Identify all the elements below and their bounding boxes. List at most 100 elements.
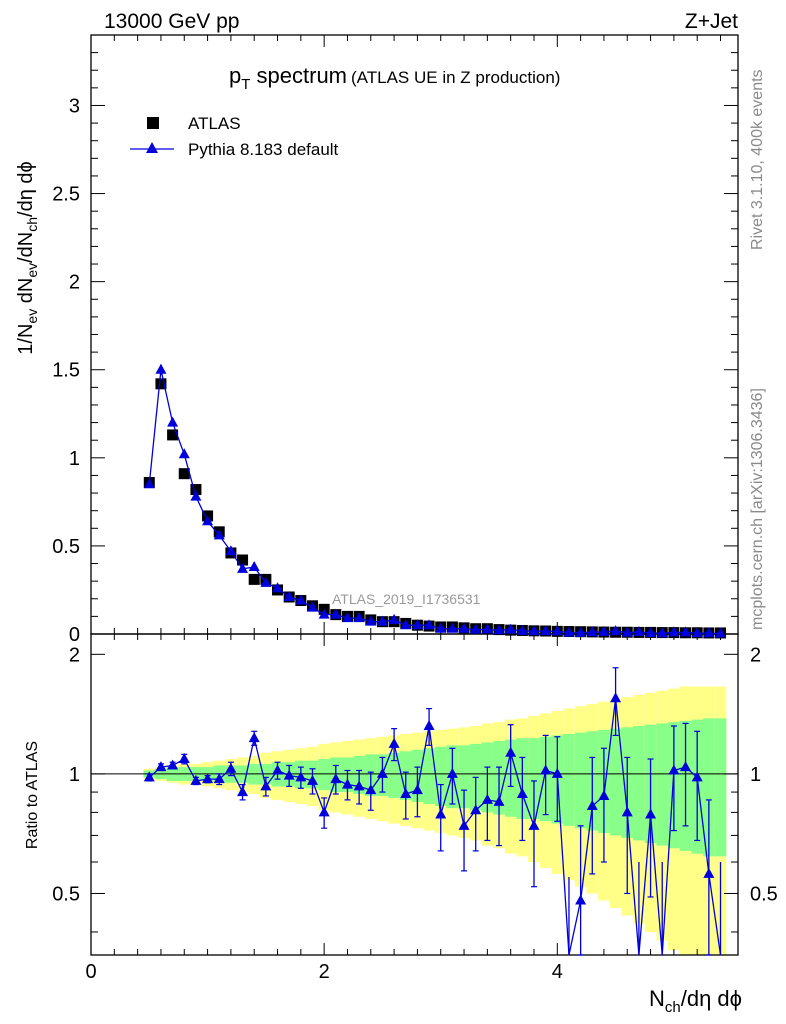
pythia-point	[586, 626, 598, 637]
ratio-point	[260, 780, 272, 791]
ratio-point	[540, 764, 552, 775]
atlas-point	[178, 468, 190, 480]
pythia-point	[645, 626, 657, 637]
band-inner-bin	[633, 725, 645, 841]
band-inner-bin	[703, 718, 715, 857]
ratio-point	[505, 746, 517, 757]
pythia-point	[341, 612, 353, 623]
pythia-point	[703, 627, 715, 638]
ratio-point	[283, 769, 295, 780]
main-y-tick-label: 1	[69, 448, 80, 470]
ratio-point	[645, 808, 657, 819]
main-y-tick-label: 0.5	[52, 536, 80, 558]
ratio-point	[376, 767, 388, 778]
atlas-point	[155, 378, 167, 390]
band-inner-bin	[574, 732, 587, 829]
pythia-point	[505, 623, 517, 634]
pythia-point	[493, 624, 505, 635]
ratio-point	[143, 771, 155, 782]
pythia-point	[330, 608, 342, 619]
band-inner-bin	[388, 752, 400, 798]
pythia-point	[551, 625, 563, 636]
pythia-point	[435, 622, 447, 633]
ratio-point	[703, 867, 715, 878]
ratio-point	[341, 778, 353, 789]
x-axis-label: Nch/dη dϕ	[649, 986, 742, 1016]
ratio-y-tick-label: 1	[69, 764, 80, 786]
pythia-point	[306, 601, 318, 612]
pythia-point	[446, 622, 458, 633]
pythia-point	[237, 562, 249, 573]
main-y-axis-label: 1/Nev dNev/dNch/dη dϕ	[15, 161, 40, 354]
main-y-axis: 0 0.5 1 1.5 2 2.5 3	[52, 52, 738, 646]
ratio-point	[295, 771, 307, 782]
legend-atlas-marker	[147, 117, 159, 129]
pythia-point	[167, 416, 179, 427]
pythia-point	[668, 626, 680, 637]
main-y-tick-label: 3	[69, 95, 80, 117]
band-inner-bin	[563, 734, 575, 826]
ratio-point	[575, 894, 587, 905]
pythia-point	[248, 561, 260, 572]
pythia-point	[575, 626, 587, 637]
ratio-point	[586, 800, 598, 811]
ratio-point	[318, 806, 330, 817]
pythia-point	[633, 626, 645, 637]
band-inner-bin	[434, 746, 447, 807]
main-y-tick-label: 1.5	[52, 360, 80, 382]
ratio-point	[353, 780, 365, 791]
band-inner-bin	[656, 723, 669, 846]
band-inner-bin	[318, 759, 330, 791]
ratio-point	[237, 786, 249, 797]
ratio-point	[272, 764, 284, 775]
ratio-point	[435, 808, 447, 819]
main-y-tick-label: 2.5	[52, 184, 80, 206]
ratio-point	[423, 719, 435, 730]
pythia-point	[365, 615, 377, 626]
ratio-point	[400, 787, 412, 798]
pythia-point	[272, 582, 284, 593]
ratio-point	[155, 761, 167, 772]
pythia-point	[225, 545, 237, 556]
ratio-point	[610, 692, 622, 703]
process-label: Z+Jet	[685, 10, 738, 33]
legend-pythia-label: Pythia 8.183 default	[188, 140, 339, 159]
ratio-line	[148, 698, 722, 956]
pythia-point	[213, 529, 225, 540]
ratio-y-tick-label-right: 1	[750, 764, 761, 786]
ratio-point	[528, 819, 540, 830]
main-y-tick-label: 0	[69, 624, 80, 646]
band-inner-bin	[528, 738, 540, 819]
ratio-plot-frame	[90, 633, 739, 956]
ratio-point	[493, 795, 505, 806]
pythia-point	[691, 627, 703, 638]
ratio-y-tick-label-right: 0.5	[750, 883, 778, 905]
ratio-y-axis: 0.5 0.5 1 1 2 2	[52, 644, 778, 933]
ratio-point	[330, 773, 342, 784]
pythia-point	[295, 594, 307, 605]
pythia-point	[715, 627, 727, 638]
ratio-point	[680, 761, 692, 772]
pythia-point	[411, 619, 423, 630]
pythia-point	[260, 576, 272, 587]
pythia-point	[610, 625, 622, 636]
pythia-mc-series	[143, 363, 727, 638]
atlas-point	[167, 429, 179, 441]
pythia-point	[621, 626, 633, 637]
ratio-point	[225, 762, 237, 773]
ratio-y-axis-label: Ratio to ATLAS	[24, 741, 41, 849]
ratio-point	[691, 771, 703, 782]
pythia-point	[283, 591, 295, 602]
ratio-point	[668, 764, 680, 775]
pythia-point	[563, 626, 575, 637]
energy-label: 13000 GeV pp	[104, 10, 239, 33]
pythia-point	[540, 625, 552, 636]
atlas-point	[190, 484, 202, 496]
ratio-point	[411, 784, 423, 795]
ratio-y-tick-label-right: 2	[750, 644, 761, 666]
pythia-point	[178, 448, 190, 459]
legend-atlas-label: ATLAS	[188, 114, 241, 133]
pythia-point	[376, 615, 388, 626]
ratio-point	[458, 819, 470, 830]
